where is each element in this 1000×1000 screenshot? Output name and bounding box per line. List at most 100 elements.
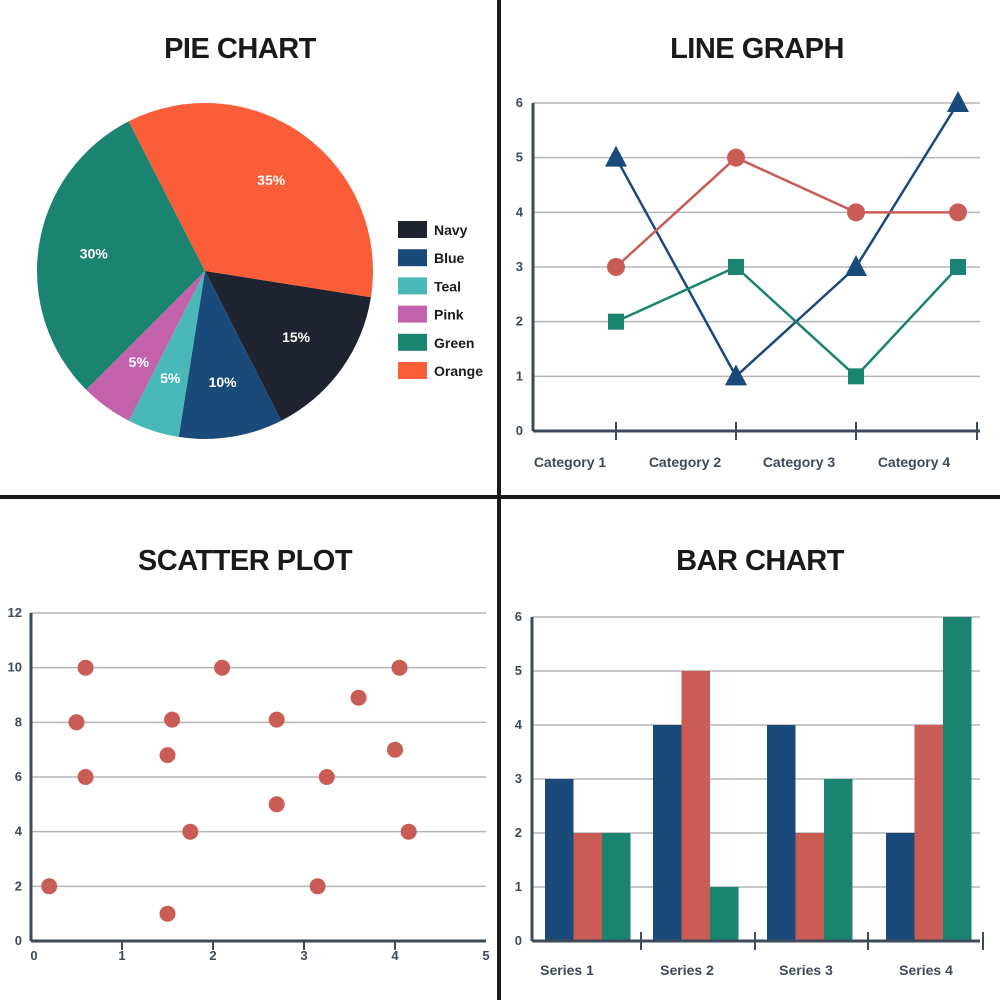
y-tick-label: 8 <box>15 714 22 729</box>
legend-label: Teal <box>434 278 461 294</box>
bar-s1-c1 <box>545 779 574 941</box>
line-point-circle <box>727 148 745 167</box>
pie-slice-label: 5% <box>129 354 150 370</box>
x-tick-label: 2 <box>209 948 216 963</box>
x-category-label: Category 4 <box>878 454 951 470</box>
pie-slice-navy <box>205 271 371 421</box>
line-graph-panel: LINE GRAPH 0 1 2 3 4 5 6 Category 1 Category 2 Cat… <box>516 33 980 470</box>
x-category-label: Category 1 <box>534 454 607 470</box>
line-point-triangle <box>605 145 627 167</box>
x-category-label: Category 2 <box>649 454 722 470</box>
y-tick-label: 5 <box>515 663 522 678</box>
y-tick-label: 2 <box>515 825 522 840</box>
scatter-point <box>387 741 403 758</box>
y-tick-label: 0 <box>515 933 522 948</box>
legend-label: Pink <box>434 307 464 323</box>
line-series-1 <box>614 102 960 379</box>
scatter-point <box>268 796 285 813</box>
legend-swatch-teal <box>398 277 427 295</box>
chart-title: LINE GRAPH <box>670 33 844 65</box>
x-category-label: Series 2 <box>660 962 714 978</box>
scatter-point <box>159 905 176 922</box>
legend-label: Blue <box>434 250 465 266</box>
y-tick-label: 3 <box>515 771 522 786</box>
y-tick-label: 12 <box>8 605 22 620</box>
line-series-2 <box>615 156 958 268</box>
y-tick-label: 2 <box>516 314 523 329</box>
legend-label: Navy <box>434 222 468 238</box>
bar-s2-c1 <box>573 833 602 941</box>
x-category-label: Series 1 <box>540 962 594 978</box>
y-tick-label: 6 <box>516 95 523 110</box>
bar-s1-c3 <box>767 725 796 941</box>
y-tick-label: 1 <box>515 879 522 894</box>
x-tick-label: 0 <box>30 948 37 963</box>
bar-s1-c2 <box>653 725 682 941</box>
scatter-point <box>309 878 326 895</box>
y-tick-label: 4 <box>15 824 23 839</box>
chart-title: BAR CHART <box>676 545 845 577</box>
legend-swatch-green <box>398 333 427 351</box>
x-tick-label: 5 <box>482 948 489 963</box>
y-tick-label: 2 <box>15 878 22 893</box>
scatter-point <box>41 878 58 895</box>
pie-slice-label: 15% <box>282 329 311 345</box>
legend-swatch-navy <box>398 221 427 238</box>
line-point-square <box>848 368 864 385</box>
y-tick-label: 3 <box>516 259 523 274</box>
legend-swatch-pink <box>398 305 427 323</box>
x-tick-label: 1 <box>118 948 125 963</box>
line-point-circle <box>607 258 625 276</box>
pie-slice-teal <box>128 271 205 437</box>
pie-slice-green <box>37 121 205 390</box>
line-point-circle <box>847 203 865 222</box>
bar-s1-c4 <box>886 833 915 941</box>
y-tick-label: 0 <box>516 423 523 438</box>
bar-chart-panel: BAR CHART 0 1 2 3 4 5 6 Series 1 Series 2 Series 3… <box>515 545 984 978</box>
pie-slice-pink <box>86 271 205 421</box>
scatter-point <box>77 769 94 785</box>
legend-swatch-blue <box>398 249 427 267</box>
pie-slice-orange <box>128 103 373 298</box>
y-tick-label: 0 <box>15 933 22 948</box>
scatter-point <box>400 823 417 840</box>
y-tick-label: 4 <box>515 717 523 732</box>
line-series-3 <box>615 265 959 379</box>
pie-slice-label: 5% <box>160 370 181 386</box>
scatter-point <box>182 823 199 840</box>
chart-title: PIE CHART <box>164 33 317 65</box>
bar-s3-c1 <box>602 833 631 941</box>
legend-label: Green <box>434 335 474 351</box>
scatter-point <box>214 659 231 676</box>
scatter-point <box>318 769 335 785</box>
pie-slice-label: 30% <box>80 245 109 261</box>
bar-s3-c4 <box>943 617 972 941</box>
bar-s3-c3 <box>824 779 853 941</box>
scatter-point <box>268 711 285 728</box>
pie-slice-blue <box>178 271 282 439</box>
y-tick-label: 6 <box>515 609 522 624</box>
pie-slice-label: 35% <box>257 172 286 188</box>
line-point-square <box>950 259 966 275</box>
y-tick-label: 10 <box>8 660 22 675</box>
scatter-point <box>159 747 176 764</box>
line-point-circle <box>949 203 967 222</box>
y-tick-label: 1 <box>516 368 523 383</box>
pie-chart-panel: PIE CHART 15% 10% 5% 5% 30% 35% Navy Blue Teal Pin… <box>37 33 483 439</box>
bar-s2-c2 <box>681 671 710 941</box>
scatter-point <box>391 659 408 676</box>
bar-s3-c2 <box>710 887 739 941</box>
line-point-square <box>608 313 624 330</box>
scatter-point <box>68 714 85 731</box>
y-tick-label: 4 <box>516 204 524 219</box>
x-tick-label: 4 <box>391 948 399 963</box>
bar-s2-c4 <box>914 725 943 941</box>
chart-title: SCATTER PLOT <box>138 545 353 577</box>
scatter-point <box>164 711 181 728</box>
x-category-label: Series 3 <box>779 962 833 978</box>
line-point-square <box>728 259 744 275</box>
legend-label: Orange <box>434 363 483 379</box>
